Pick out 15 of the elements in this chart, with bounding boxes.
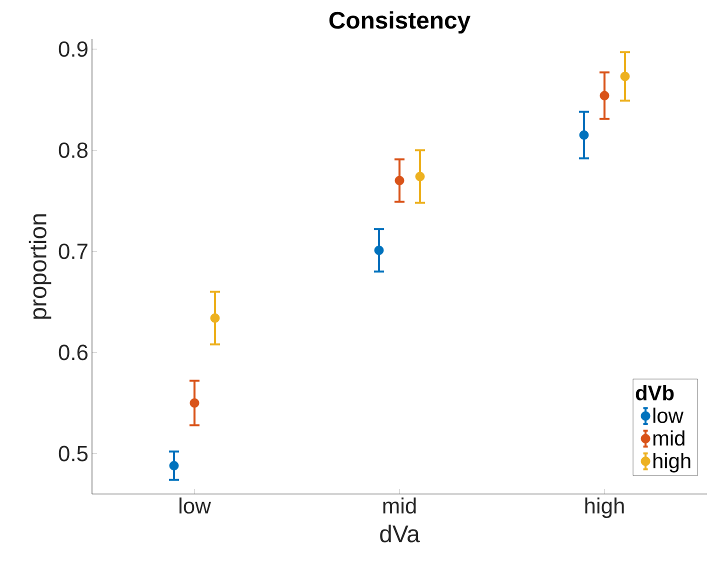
y-tick-label: 0.7 xyxy=(58,244,88,260)
y-tick-label: 0.9 xyxy=(58,41,88,57)
y-tick-label: 0.5 xyxy=(58,446,88,462)
x-tick-label: mid xyxy=(383,498,416,514)
x-axis-title: dVa xyxy=(380,524,420,542)
y-tick-label: 0.8 xyxy=(58,142,88,158)
x-tick-label: high xyxy=(585,498,624,518)
legend-label: mid xyxy=(653,430,684,446)
legend-label: low xyxy=(653,408,684,424)
x-tick-label: low xyxy=(180,498,211,514)
y-axis-title: proportion xyxy=(28,214,52,319)
legend-label: high xyxy=(653,452,690,472)
legend-title: dVb xyxy=(636,385,674,400)
y-tick-label: 0.6 xyxy=(58,344,88,360)
chart-title: Consistency xyxy=(329,11,470,34)
